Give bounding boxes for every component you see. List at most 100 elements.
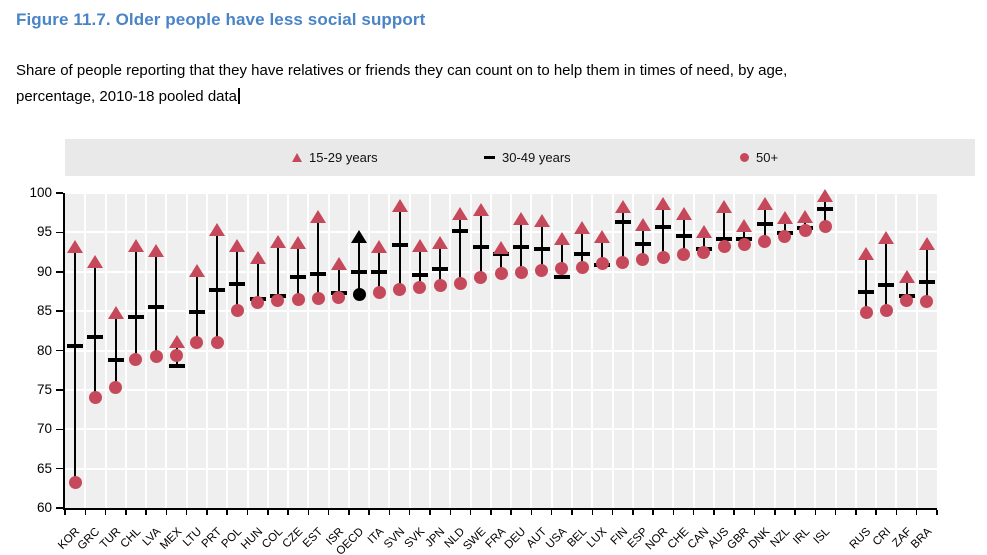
marker-30-49-BEL (574, 252, 591, 257)
x-category-label-MEX: MEX (157, 525, 184, 552)
x-tick (834, 510, 837, 515)
y-tick-label: 80 (36, 342, 52, 358)
x-category-label-DNK: DNK (746, 525, 772, 552)
marker-15-29-BEL (574, 221, 591, 235)
x-category-label-COL: COL (259, 525, 286, 551)
x-category-label-EST: EST (301, 525, 326, 551)
range-line-ZAF (905, 277, 908, 301)
x-tick (348, 510, 350, 515)
marker-50plus-POL (230, 303, 244, 317)
x-category-label-ISL: ISL (812, 525, 833, 547)
range-line-IRL (804, 217, 807, 231)
marker-30-49-SVK (411, 272, 428, 277)
legend-label-30-49: 30-49 years (502, 150, 571, 165)
x-category-label-TUR: TUR (97, 525, 123, 551)
range-line-SVK (418, 245, 421, 288)
x-tick (206, 510, 208, 515)
y-tick (56, 310, 63, 312)
range-line-AUT (540, 220, 543, 271)
range-line-SWE (479, 210, 482, 278)
marker-50plus-USA (555, 262, 569, 276)
x-axis-line (63, 508, 937, 510)
h-gridline (65, 428, 937, 431)
marker-15-29-GRC (87, 254, 104, 268)
legend-item-50plus: 50+ (740, 139, 778, 176)
marker-30-49-SWE (472, 245, 489, 250)
x-tick (875, 510, 877, 515)
subtitle-line-2: percentage, 2010-18 pooled data (16, 88, 238, 105)
range-line-ISR (337, 263, 340, 298)
v-gridline (347, 193, 350, 508)
marker-15-29-PRT (209, 223, 226, 236)
triangle-marker-icon (292, 153, 302, 162)
v-gridline (875, 193, 878, 508)
marker-15-29-NLD (452, 207, 469, 221)
x-category-label-GBR: GBR (725, 525, 752, 552)
range-line-CAN (702, 231, 705, 253)
marker-30-49-LVA (148, 305, 165, 310)
marker-15-29-CZE (290, 236, 307, 250)
v-gridline (672, 193, 675, 508)
marker-15-29-LVA (148, 244, 165, 258)
marker-30-49-LTU (188, 309, 205, 314)
marker-15-29-KOR (67, 239, 84, 253)
v-gridline (510, 193, 513, 508)
dash-marker-icon (484, 156, 495, 159)
marker-30-49-SVN (391, 242, 408, 247)
x-category-label-CHL: CHL (118, 525, 144, 551)
v-gridline (287, 193, 290, 508)
marker-50plus-JPN (433, 278, 447, 292)
marker-30-49-MEX (168, 364, 185, 369)
x-tick (246, 510, 249, 515)
marker-30-49-CRI (878, 283, 895, 288)
v-gridline (185, 193, 188, 508)
x-category-label-CAN: CAN (685, 525, 712, 552)
y-tick (56, 349, 63, 352)
marker-15-29-JPN (432, 235, 449, 249)
marker-15-29-NZL (776, 211, 793, 225)
marker-15-29-SWE (472, 203, 489, 217)
v-gridline (408, 193, 411, 508)
x-tick (794, 510, 796, 515)
marker-15-29-CHE (675, 207, 692, 221)
h-gridline (65, 231, 937, 234)
marker-50plus-OECD (352, 288, 366, 302)
x-tick (814, 510, 817, 515)
marker-30-49-AUT (533, 246, 550, 251)
marker-15-29-FRA (493, 241, 509, 255)
v-gridline (591, 193, 594, 508)
x-tick (936, 510, 938, 515)
marker-30-49-CZE (290, 275, 307, 280)
v-gridline (489, 193, 492, 508)
y-tick-label: 75 (36, 381, 52, 397)
v-gridline (611, 193, 614, 508)
marker-50plus-DEU (514, 266, 528, 280)
x-tick (530, 510, 533, 515)
x-tick (226, 510, 228, 515)
marker-30-49-NLD (452, 228, 469, 233)
marker-50plus-PRT (210, 336, 224, 350)
x-category-label-BEL: BEL (565, 525, 590, 550)
x-tick (611, 510, 614, 515)
y-tick (56, 467, 63, 470)
range-line-COL (276, 241, 279, 301)
marker-50plus-CHL (129, 352, 143, 366)
marker-15-29-NOR (655, 197, 672, 211)
marker-50plus-GBR (737, 237, 751, 251)
range-line-FIN (621, 207, 624, 263)
range-line-KOR (74, 246, 77, 482)
marker-15-29-LTU (188, 263, 205, 277)
v-gridline (834, 193, 837, 508)
x-tick (672, 510, 675, 515)
range-line-USA (560, 238, 563, 278)
y-tick (56, 271, 63, 273)
marker-15-29-ITA (371, 239, 388, 253)
marker-15-29-IRL (797, 210, 814, 224)
h-gridline (65, 467, 937, 470)
figure-subtitle[interactable]: Share of people reporting that they have… (16, 58, 787, 110)
marker-50plus-AUS (717, 240, 731, 254)
range-line-ITA (378, 246, 381, 293)
range-line-ISL (824, 196, 827, 227)
range-line-GBR (743, 226, 746, 245)
marker-15-29-LUX (594, 230, 611, 244)
